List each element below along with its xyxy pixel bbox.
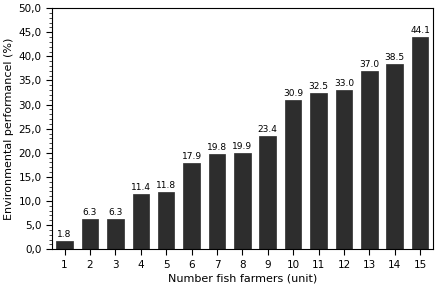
Bar [361,71,378,249]
Bar [260,137,276,249]
Text: 19.8: 19.8 [207,143,227,152]
Text: 6.3: 6.3 [83,208,97,217]
Bar [412,37,428,249]
Text: 32.5: 32.5 [309,82,329,91]
Text: 11.8: 11.8 [156,181,176,190]
Text: 37.0: 37.0 [359,60,379,69]
Bar [82,219,98,249]
Bar [234,153,250,249]
Text: 33.0: 33.0 [334,79,354,88]
Text: 19.9: 19.9 [232,142,253,151]
Bar [209,154,225,249]
Bar [56,240,73,249]
Text: 44.1: 44.1 [410,26,430,35]
Bar [158,192,174,249]
Bar [285,100,302,249]
Text: 30.9: 30.9 [283,89,303,98]
Bar [107,219,124,249]
Text: 6.3: 6.3 [108,208,122,217]
Bar [336,90,352,249]
Bar [386,64,403,249]
Bar [132,194,149,249]
Text: 1.8: 1.8 [57,230,72,239]
Bar [183,163,200,249]
X-axis label: Number fish farmers (unit): Number fish farmers (unit) [168,274,317,284]
Text: 38.5: 38.5 [385,53,405,62]
Text: 11.4: 11.4 [131,183,151,192]
Text: 23.4: 23.4 [258,126,277,134]
Text: 17.9: 17.9 [181,152,201,161]
Y-axis label: Environmental performancel (%): Environmental performancel (%) [4,37,14,220]
Bar [310,92,327,249]
